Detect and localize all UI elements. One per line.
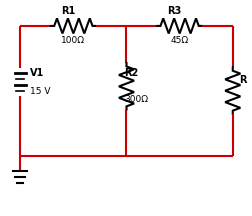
Text: R: R (238, 75, 246, 85)
Text: V1: V1 (30, 68, 44, 78)
Text: R3: R3 (167, 6, 181, 16)
Text: 15 V: 15 V (30, 87, 51, 97)
Text: 45Ω: 45Ω (170, 36, 188, 45)
Text: R2: R2 (123, 68, 138, 78)
Text: 300Ω: 300Ω (123, 95, 147, 104)
Text: 100Ω: 100Ω (61, 36, 85, 45)
Text: R1: R1 (61, 6, 75, 16)
